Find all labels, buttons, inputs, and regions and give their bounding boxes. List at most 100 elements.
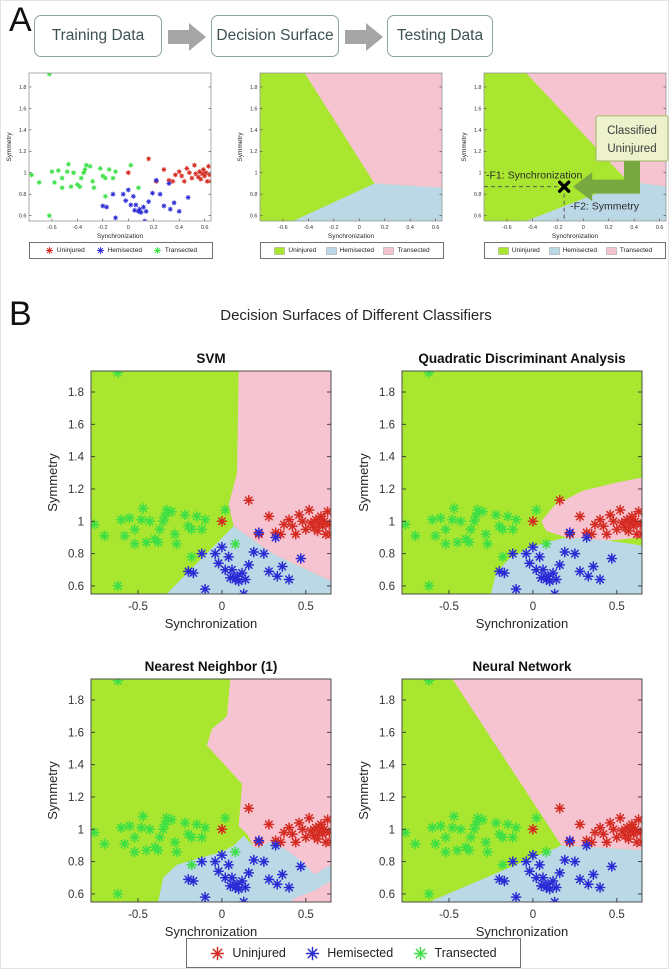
svg-text:1.2: 1.2 bbox=[379, 484, 395, 496]
svg-text:-0.5: -0.5 bbox=[439, 909, 459, 921]
svg-text:0.8: 0.8 bbox=[68, 857, 84, 869]
region-swatch bbox=[274, 246, 286, 255]
flow-arrow-icon bbox=[345, 23, 383, 51]
svg-text:1.8: 1.8 bbox=[68, 387, 84, 399]
svg-text:0.6: 0.6 bbox=[201, 225, 209, 231]
legend-label: Uninjured bbox=[232, 946, 286, 960]
svg-text:0: 0 bbox=[530, 601, 536, 613]
neural-network-plot: -0.5 0 0.5 0.6 0.8 1 1.2 1.4 1.6 1.8 Synchronizati… bbox=[356, 659, 643, 939]
svg-text:Symmetry: Symmetry bbox=[356, 453, 371, 512]
svg-text:0.8: 0.8 bbox=[68, 549, 84, 561]
svg-text:Quadratic Discriminant Analysi: Quadratic Discriminant Analysis bbox=[418, 351, 625, 366]
qda-plot: -0.5 0 0.5 0.6 0.8 1 1.2 1.4 1.6 1.8 Synchronizati… bbox=[356, 351, 643, 631]
svg-text:1.2: 1.2 bbox=[19, 149, 27, 155]
svg-text:0.6: 0.6 bbox=[19, 214, 27, 220]
svg-text:0.2: 0.2 bbox=[381, 225, 389, 231]
svg-text:1: 1 bbox=[254, 171, 257, 177]
svg-text:0.8: 0.8 bbox=[250, 192, 258, 198]
svg-text:1.2: 1.2 bbox=[68, 792, 84, 804]
asterisk-marker-icon bbox=[153, 247, 161, 254]
svg-text:0.4: 0.4 bbox=[630, 225, 638, 231]
legend-label: Hemisected bbox=[339, 247, 374, 254]
svg-text:1.8: 1.8 bbox=[19, 85, 27, 91]
svg-text:1.6: 1.6 bbox=[19, 106, 27, 112]
svg-text:0.8: 0.8 bbox=[19, 192, 27, 198]
svg-text:0.8: 0.8 bbox=[379, 857, 395, 869]
legend-item-hemisected: Hemisected bbox=[548, 246, 597, 255]
svg-text:Symmetry: Symmetry bbox=[237, 132, 244, 162]
legend-label: Transected bbox=[397, 247, 430, 254]
svg-text:1.6: 1.6 bbox=[474, 106, 482, 112]
svg-text:1: 1 bbox=[78, 516, 84, 528]
asterisk-marker-icon bbox=[211, 946, 225, 960]
svg-text:1: 1 bbox=[78, 824, 84, 836]
legend-item-uninjured: Uninjured bbox=[45, 246, 85, 255]
svg-text:0: 0 bbox=[582, 225, 585, 231]
asterisk-marker-icon bbox=[45, 247, 53, 254]
svg-text:0.6: 0.6 bbox=[432, 225, 440, 231]
svg-text:0.6: 0.6 bbox=[379, 581, 395, 593]
classifiers-legend: Uninjured Hemisected Transected bbox=[186, 938, 521, 968]
svg-text:0: 0 bbox=[219, 909, 225, 921]
svg-text:Synchronization: Synchronization bbox=[476, 924, 569, 939]
legend-label: Hemisected bbox=[107, 247, 142, 254]
legend-item-uninjured: Uninjured bbox=[274, 246, 317, 255]
legend-label: Transected bbox=[164, 247, 198, 254]
svg-text:0.5: 0.5 bbox=[298, 909, 314, 921]
svg-text:0.6: 0.6 bbox=[656, 225, 664, 231]
asterisk-marker-icon bbox=[413, 946, 427, 960]
svg-text:1.6: 1.6 bbox=[250, 106, 258, 112]
panel-b-title: Decision Surfaces of Different Classifie… bbox=[220, 307, 492, 324]
svg-text:1.4: 1.4 bbox=[474, 128, 482, 134]
legend-label: Uninjured bbox=[288, 247, 317, 254]
svg-text:-0.5: -0.5 bbox=[128, 909, 148, 921]
svg-text:1.2: 1.2 bbox=[379, 792, 395, 804]
svg-text:Synchronization: Synchronization bbox=[328, 233, 375, 240]
legend-label: Transected bbox=[434, 946, 497, 960]
legend-label: Uninjured bbox=[56, 247, 85, 254]
legend-item-hemisected: Hemisected bbox=[305, 946, 393, 961]
svg-text:-0.5: -0.5 bbox=[439, 601, 459, 613]
legend-item-transected: Transected bbox=[153, 246, 197, 255]
svg-text:Neural Network: Neural Network bbox=[472, 659, 572, 674]
svg-text:1.4: 1.4 bbox=[68, 760, 85, 772]
svg-text:Synchronization: Synchronization bbox=[552, 233, 599, 240]
svg-text:1.8: 1.8 bbox=[379, 695, 395, 707]
legend-label: Transected bbox=[619, 247, 653, 254]
svg-text:Synchronization: Synchronization bbox=[476, 616, 569, 631]
svg-text:1.4: 1.4 bbox=[68, 452, 85, 464]
svg-text:-0.6: -0.6 bbox=[278, 225, 287, 231]
svg-text:0.2: 0.2 bbox=[605, 225, 613, 231]
svg-text:Synchronization: Synchronization bbox=[165, 616, 258, 631]
svg-text:Symmetry: Symmetry bbox=[45, 761, 60, 820]
svg-text:-0.6: -0.6 bbox=[47, 225, 56, 231]
svg-text:1.8: 1.8 bbox=[68, 695, 84, 707]
svm-plot: -0.5 0 0.5 0.6 0.8 1 1.2 1.4 1.6 1.8 Synchronizati… bbox=[45, 351, 332, 631]
flow-box-training-data-label: Training Data bbox=[51, 27, 145, 44]
svg-text:1.6: 1.6 bbox=[68, 727, 84, 739]
svg-text:1.2: 1.2 bbox=[68, 484, 84, 496]
svg-text:Symmetry: Symmetry bbox=[45, 453, 60, 512]
svg-text:1.6: 1.6 bbox=[379, 419, 395, 431]
svg-text:0.6: 0.6 bbox=[68, 581, 84, 593]
svg-text:Synchronization: Synchronization bbox=[97, 233, 144, 240]
svg-text:SVM: SVM bbox=[196, 351, 225, 366]
svg-text:1.2: 1.2 bbox=[250, 149, 258, 155]
testing-data-plot: -0.6 -0.4 -0.2 0 0.2 0.4 0.6 0.6 0.8 1 1.2 1.4 1.6 1.… bbox=[461, 72, 669, 240]
panel-b-label: B bbox=[9, 295, 32, 333]
svg-text:Uninjured: Uninjured bbox=[607, 143, 656, 155]
svg-text:1.8: 1.8 bbox=[250, 85, 258, 91]
svg-text:1: 1 bbox=[23, 171, 26, 177]
nearest-neighbor-plot: -0.5 0 0.5 0.6 0.8 1 1.2 1.4 1.6 1.8 Synchronizati… bbox=[45, 659, 332, 939]
flow-box-testing-data-label: Testing Data bbox=[396, 27, 484, 44]
legend-label: Uninjured bbox=[511, 247, 540, 254]
flow-box-decision-surface-label: Decision Surface bbox=[216, 27, 334, 44]
legend-label: Hemisected bbox=[327, 946, 394, 960]
region-swatch bbox=[606, 246, 617, 255]
decision-surface-legend: Uninjured Hemisected Transected bbox=[260, 242, 444, 259]
svg-text:1.4: 1.4 bbox=[19, 128, 27, 134]
svg-text:1.4: 1.4 bbox=[379, 760, 396, 772]
asterisk-marker-icon bbox=[96, 247, 104, 254]
svg-text:1.6: 1.6 bbox=[379, 727, 395, 739]
flow-box-decision-surface: Decision Surface bbox=[211, 15, 339, 57]
